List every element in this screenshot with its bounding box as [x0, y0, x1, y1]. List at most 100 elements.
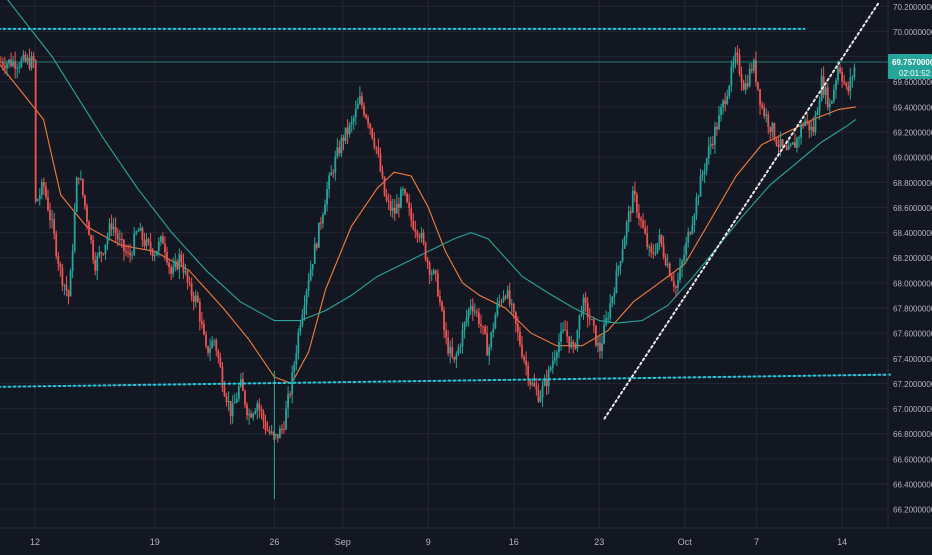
candle-body [81, 178, 84, 196]
candle-body [137, 230, 140, 232]
candle-body [430, 273, 433, 275]
candle-body [135, 231, 138, 234]
candle-body [274, 434, 277, 436]
candle-body [839, 67, 841, 73]
candle-body [266, 430, 269, 432]
candle-body [350, 121, 353, 125]
candle-body [162, 236, 164, 244]
candle-body [590, 319, 593, 321]
x-tick-label: 12 [30, 537, 40, 547]
candle-body [322, 214, 324, 224]
candle-body [385, 195, 388, 201]
candle-body [365, 114, 367, 119]
y-axis[interactable]: 66.2000000 66.4000000 66.6000000 66.8000000… [887, 0, 932, 528]
candle-body [486, 333, 489, 356]
candle-body [24, 54, 27, 62]
candle-body [123, 239, 125, 252]
y-tick-label: 68.2000000 [893, 254, 932, 263]
candle-body [420, 232, 423, 238]
candle-body [759, 89, 761, 106]
y-tick-label: 69.6000000 [893, 78, 932, 87]
candle-body [389, 201, 392, 211]
candle-body [750, 68, 753, 71]
moving-average-line [7, 0, 857, 324]
candle-body [494, 315, 497, 329]
candle-body [301, 314, 304, 325]
candle-body [307, 280, 310, 291]
candle-body [139, 227, 142, 231]
candle-body [779, 139, 782, 148]
candle-body [28, 57, 31, 69]
candle-body [213, 340, 216, 342]
candle-body [340, 137, 343, 154]
candle-body [53, 219, 56, 234]
candle-body [4, 65, 6, 69]
candle-body [49, 210, 51, 220]
candle-body [755, 60, 757, 83]
x-axis[interactable]: 12 19 26 Sep 9 16 23 Oct 7 14 [0, 527, 932, 547]
candle-body [408, 202, 411, 209]
candle-body [771, 123, 774, 133]
candle-body [765, 114, 768, 116]
candle-body [317, 222, 320, 248]
candle-body [344, 127, 347, 142]
candle-body [726, 96, 729, 105]
candle-body [149, 241, 152, 250]
x-tick-label: 19 [150, 537, 160, 547]
candle-body [588, 317, 591, 320]
candle-body [693, 215, 696, 225]
candle-body [818, 100, 821, 112]
candle-body [373, 138, 376, 147]
gridlines [0, 0, 888, 528]
candle-body [410, 208, 413, 221]
candle-body [406, 193, 408, 203]
candle-body [244, 390, 246, 405]
candle-body [636, 194, 638, 213]
y-tick-label: 67.4000000 [893, 355, 932, 364]
candle-body [102, 253, 105, 255]
candle-body [701, 173, 704, 176]
candle-body [166, 252, 168, 263]
candle-body [439, 296, 441, 303]
candle-body [728, 85, 731, 97]
candle-body [320, 222, 322, 224]
candle-body [621, 248, 624, 262]
candle-body [100, 252, 103, 254]
candle-body [172, 267, 175, 274]
candle-body [10, 59, 12, 66]
candle-body [847, 85, 850, 92]
candle-body [94, 259, 97, 271]
candle-body [125, 251, 127, 253]
candle-body [397, 203, 400, 208]
candle-body [685, 242, 688, 255]
candle-body [55, 233, 58, 256]
candle-body [551, 360, 554, 368]
candle-body [514, 311, 517, 324]
candle-body [338, 147, 341, 154]
candle-body [14, 61, 17, 69]
candle-body [473, 311, 476, 313]
candle-body [769, 127, 772, 133]
candle-body [219, 357, 222, 367]
candle-body [529, 380, 532, 385]
candle-body [841, 72, 844, 82]
candle-body [182, 262, 185, 273]
candle-body [664, 256, 667, 266]
candle-body [233, 402, 236, 404]
candle-body [38, 194, 41, 200]
candle-body [822, 76, 825, 95]
candle-body [599, 342, 601, 352]
y-tick-label: 70.0000000 [893, 28, 932, 37]
candle-body [248, 413, 250, 416]
candle-body [449, 347, 452, 354]
candle-body [278, 428, 281, 439]
candle-body [833, 89, 835, 101]
candle-body [711, 143, 714, 145]
candle-body [773, 123, 776, 140]
y-tick-label: 69.4000000 [893, 103, 932, 112]
candle-body [605, 318, 608, 325]
candle-body [209, 348, 212, 353]
candle-body [625, 222, 628, 238]
